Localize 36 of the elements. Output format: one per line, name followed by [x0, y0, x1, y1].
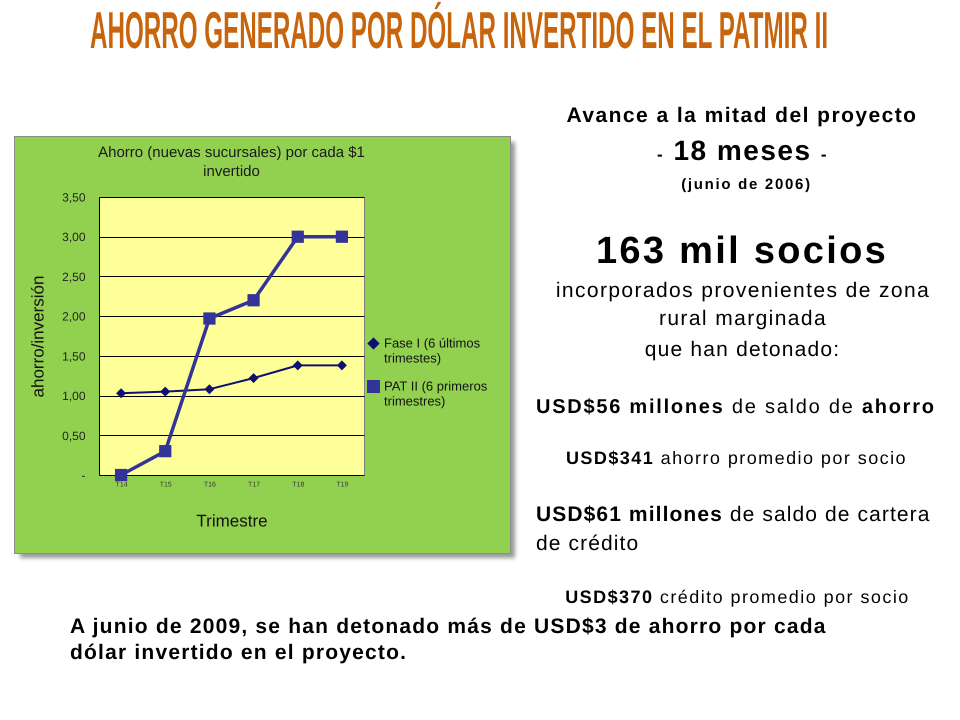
y-tick-label: 2,00: [62, 310, 86, 324]
point: [247, 294, 260, 306]
y-tick-label: 3,00: [62, 230, 86, 244]
chart-title: AHORRO GENERADO POR DÓLAR INVERTIDO EN EL PATMIR II: [90, 2, 828, 60]
y-tick-label: 1,50: [62, 349, 86, 364]
point: [292, 360, 303, 370]
y-tick-label: 2,50: [62, 270, 86, 284]
text: (junio de 2006): [681, 176, 812, 194]
text: USD$61 millones de saldo de cartera de crédito: [536, 503, 931, 555]
point: [204, 384, 214, 394]
point: [114, 468, 128, 482]
text: 163 mil socios: [596, 229, 888, 274]
y-tick-label: 1,00: [62, 389, 86, 404]
text: Avance a la mitad del proyecto: [566, 102, 918, 128]
point: [116, 388, 126, 398]
y-tick-label: 0,50: [62, 428, 86, 443]
point: [248, 373, 259, 384]
point: [203, 312, 216, 325]
y-tick-label: -: [82, 468, 86, 482]
point: [159, 445, 172, 458]
legend-label: Fase I (6 últimos trimestes): [384, 336, 481, 366]
y-tick-label: 3,50: [62, 190, 86, 204]
text: USD$56 millones de saldo de ahorro: [536, 395, 936, 419]
point: [336, 360, 347, 370]
point: [336, 230, 348, 243]
text: USD$370 crédito promedio por socio: [565, 587, 910, 609]
text: que han detonado:: [644, 337, 840, 362]
chart-subtitle: Ahorro (nuevas sucursales) por cada $1 invertido: [98, 144, 365, 180]
text: - 18 meses -: [656, 134, 828, 168]
x-axis-title: Trimestre: [196, 512, 268, 530]
y-axis-title: ahorro/inversión: [28, 276, 48, 398]
text: USD$341 ahorro promedio por socio: [566, 448, 908, 470]
text: A junio de 2009, se han detonado más de USD$3 de ahorro por cada dólar invertido en el proyecto.: [70, 614, 827, 664]
legend-label: PAT II (6 primeros trimestres): [384, 378, 488, 408]
point: [160, 386, 170, 397]
point: [292, 230, 304, 243]
